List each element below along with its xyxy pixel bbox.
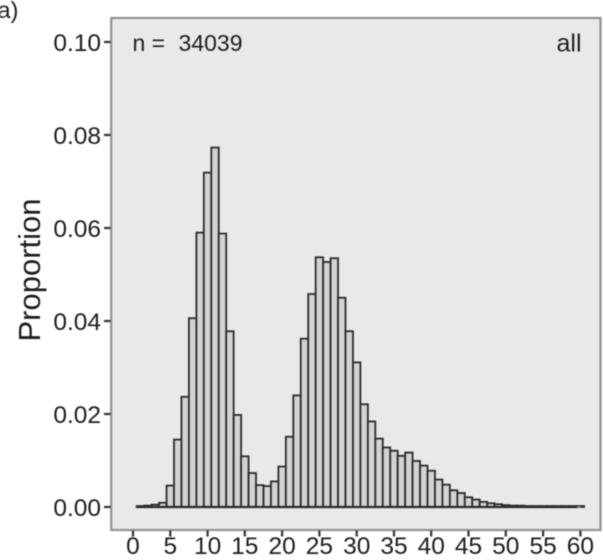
svg-text:55: 55 (529, 533, 556, 560)
svg-text:0.08: 0.08 (53, 123, 101, 150)
svg-text:0.00: 0.00 (53, 495, 101, 522)
svg-text:0.02: 0.02 (53, 402, 101, 429)
svg-text:50: 50 (492, 533, 519, 560)
svg-text:5: 5 (163, 533, 177, 560)
svg-text:20: 20 (268, 533, 295, 560)
svg-text:0.06: 0.06 (53, 216, 101, 243)
svg-text:0.04: 0.04 (53, 309, 101, 336)
svg-text:0.10: 0.10 (53, 30, 101, 57)
svg-text:30: 30 (343, 533, 370, 560)
svg-text:35: 35 (380, 533, 407, 560)
svg-text:34039: 34039 (179, 30, 243, 56)
svg-text:40: 40 (418, 533, 445, 560)
svg-text:15: 15 (231, 533, 258, 560)
svg-text:Proportion: Proportion (12, 198, 47, 341)
svg-text:0: 0 (126, 533, 140, 560)
svg-text:all: all (556, 30, 581, 58)
svg-text:25: 25 (306, 533, 333, 560)
svg-text:10: 10 (194, 533, 221, 560)
svg-text:60: 60 (567, 533, 594, 560)
svg-text:n =: n = (133, 30, 166, 56)
svg-text:45: 45 (455, 533, 482, 560)
svg-text:a): a) (0, 0, 18, 23)
